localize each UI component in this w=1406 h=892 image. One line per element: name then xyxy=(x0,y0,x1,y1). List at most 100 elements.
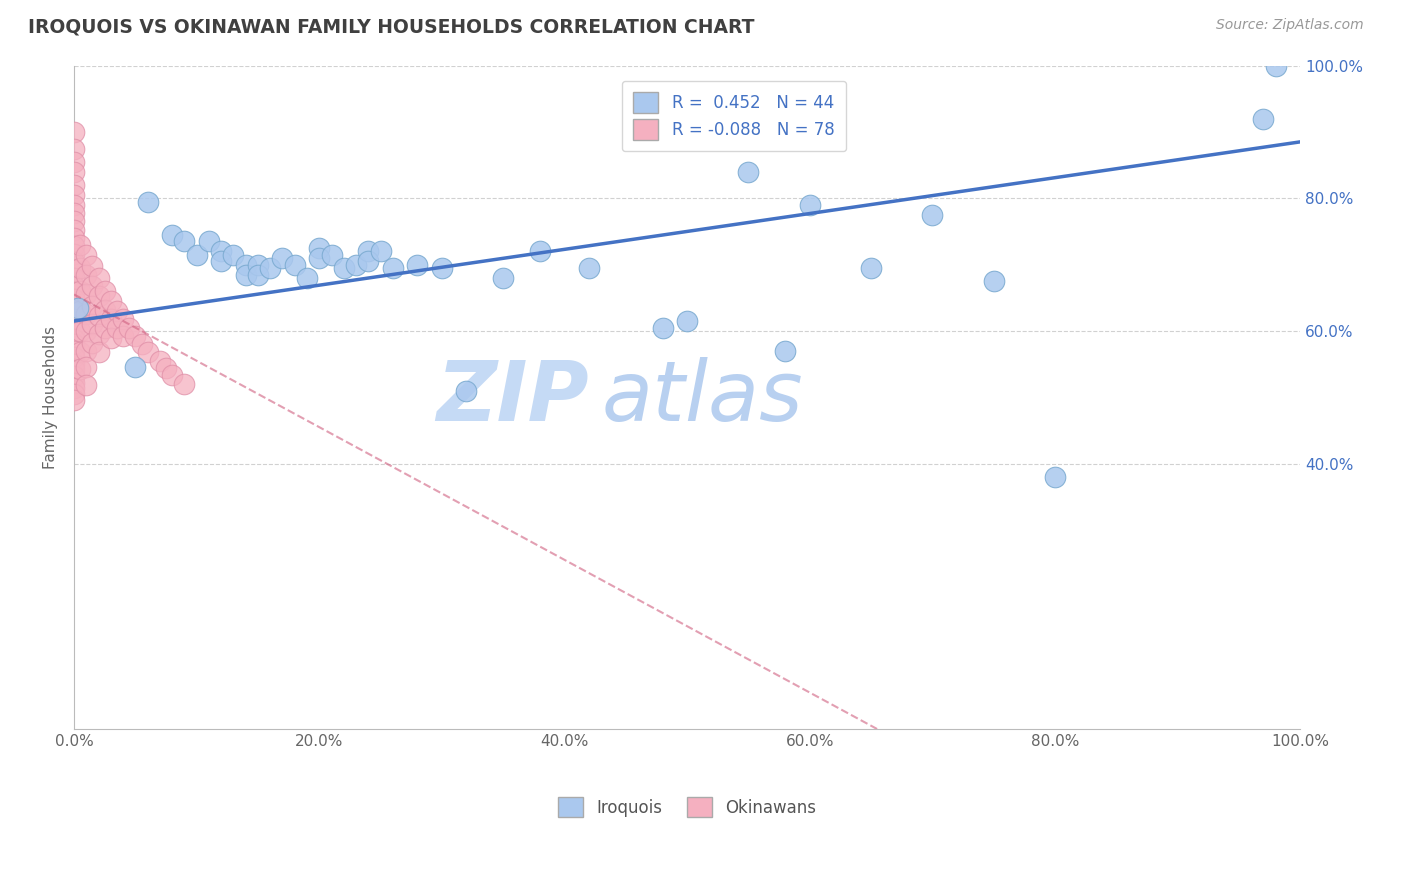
Point xyxy=(63,206,86,220)
Point xyxy=(69,284,91,298)
Point xyxy=(284,258,307,272)
Point xyxy=(69,304,91,318)
Point xyxy=(93,320,115,334)
Point xyxy=(124,360,146,375)
Point xyxy=(63,178,86,192)
Point xyxy=(63,292,86,306)
Point xyxy=(295,271,318,285)
Point xyxy=(93,302,115,317)
Point xyxy=(209,254,232,268)
Point xyxy=(69,237,91,252)
Point xyxy=(1251,112,1274,126)
Point xyxy=(131,337,153,351)
Point xyxy=(75,324,97,338)
Point xyxy=(66,301,89,315)
Point xyxy=(63,271,86,285)
Point xyxy=(87,289,110,303)
Point xyxy=(63,263,86,277)
Point xyxy=(136,345,159,359)
Point xyxy=(69,345,91,359)
Point xyxy=(737,165,759,179)
Point xyxy=(118,320,141,334)
Point xyxy=(430,260,453,275)
Point xyxy=(63,387,86,401)
Point xyxy=(155,361,177,376)
Point xyxy=(235,258,257,272)
Point xyxy=(75,360,97,375)
Point xyxy=(1043,470,1066,484)
Point xyxy=(63,278,86,293)
Point xyxy=(578,260,600,275)
Point xyxy=(63,255,86,269)
Point xyxy=(75,307,97,321)
Point xyxy=(93,284,115,298)
Point xyxy=(63,247,86,261)
Point xyxy=(186,247,208,261)
Point xyxy=(63,312,86,326)
Point xyxy=(271,251,294,265)
Point xyxy=(69,324,91,338)
Point xyxy=(370,244,392,259)
Point xyxy=(112,312,135,326)
Point xyxy=(333,260,356,275)
Point xyxy=(357,244,380,259)
Point xyxy=(773,343,796,358)
Point xyxy=(676,314,699,328)
Point xyxy=(82,299,104,313)
Point xyxy=(198,235,221,249)
Point xyxy=(87,310,110,324)
Point xyxy=(75,343,97,358)
Point xyxy=(63,299,86,313)
Point xyxy=(63,223,86,237)
Point xyxy=(105,321,128,335)
Point xyxy=(63,332,86,346)
Point xyxy=(63,285,86,300)
Point xyxy=(308,241,330,255)
Point xyxy=(63,214,86,228)
Point xyxy=(246,258,269,272)
Point xyxy=(357,254,380,268)
Point xyxy=(100,312,122,326)
Point xyxy=(149,353,172,368)
Point xyxy=(1264,59,1286,73)
Point xyxy=(69,260,91,275)
Point xyxy=(983,274,1005,288)
Point xyxy=(651,320,673,334)
Point xyxy=(100,330,122,344)
Point xyxy=(82,259,104,273)
Point xyxy=(209,244,232,259)
Point xyxy=(75,268,97,282)
Point xyxy=(456,384,478,398)
Point xyxy=(160,227,183,242)
Point xyxy=(321,247,343,261)
Point xyxy=(82,318,104,332)
Point xyxy=(63,392,86,407)
Point xyxy=(75,378,97,392)
Point xyxy=(63,142,86,156)
Point xyxy=(63,376,86,390)
Point xyxy=(87,345,110,359)
Point xyxy=(63,239,86,253)
Point xyxy=(136,194,159,209)
Point xyxy=(63,318,86,333)
Point xyxy=(492,271,515,285)
Point xyxy=(63,351,86,365)
Point xyxy=(259,260,281,275)
Point xyxy=(63,305,86,319)
Point xyxy=(381,260,404,275)
Point xyxy=(63,362,86,376)
Point xyxy=(69,362,91,376)
Point xyxy=(112,329,135,343)
Point xyxy=(344,258,367,272)
Point xyxy=(63,381,86,395)
Point xyxy=(63,231,86,245)
Point xyxy=(235,268,257,282)
Y-axis label: Family Households: Family Households xyxy=(44,326,58,469)
Text: Source: ZipAtlas.com: Source: ZipAtlas.com xyxy=(1216,18,1364,32)
Point xyxy=(87,327,110,342)
Point xyxy=(87,271,110,285)
Point xyxy=(82,278,104,293)
Text: ZIP: ZIP xyxy=(436,357,589,438)
Point xyxy=(406,258,429,272)
Point xyxy=(308,251,330,265)
